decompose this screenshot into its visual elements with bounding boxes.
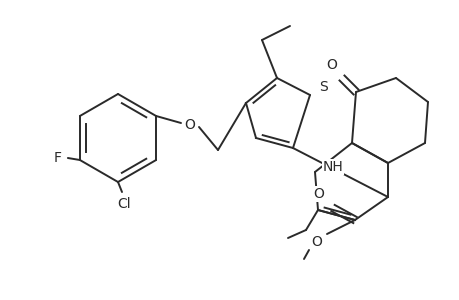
Text: Cl: Cl [117,197,130,211]
Text: O: O [313,187,324,201]
Text: O: O [184,118,195,132]
Text: F: F [54,151,62,165]
Text: S: S [319,80,328,94]
Text: O: O [326,58,337,72]
Text: NH: NH [322,160,342,174]
Text: O: O [311,235,322,249]
